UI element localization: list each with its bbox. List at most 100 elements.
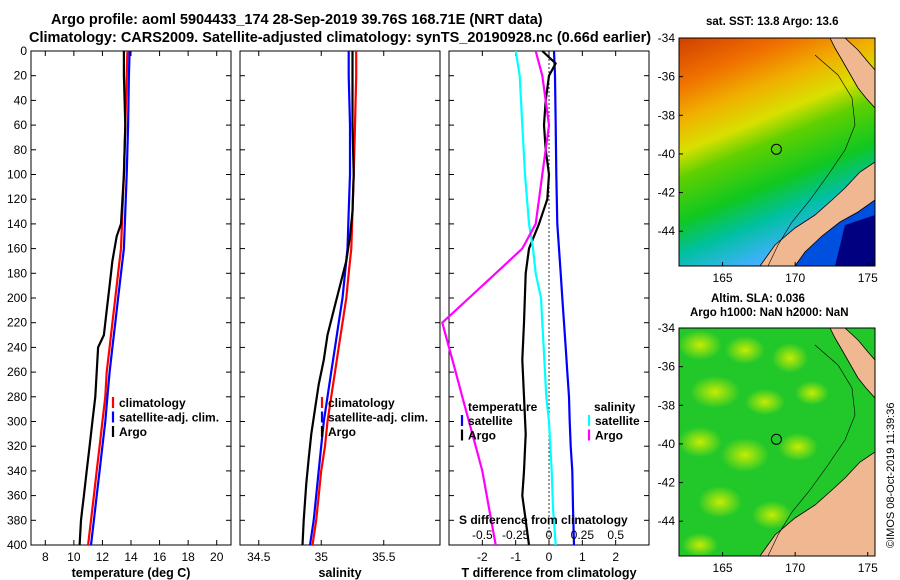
imos-timestamp: ©IMOS 08-Oct-2019 11:39:36: [885, 403, 897, 548]
title-line-2: Climatology: CARS2009. Satellite-adjuste…: [29, 30, 651, 46]
diff-top-xtick-label: -0.25: [502, 528, 530, 542]
salinity-legend-label: satellite-adj. clim.: [328, 411, 428, 425]
depth-tick-label: 20: [14, 69, 28, 83]
temperature-legend-label: Argo: [119, 425, 147, 439]
sla-anomaly-blob: [679, 427, 722, 457]
sst-float-marker: [770, 143, 782, 155]
sla-map-ytick-label: -38: [658, 398, 676, 412]
depth-tick-label: 360: [7, 489, 27, 503]
temperature-xtick-label: 12: [96, 550, 110, 564]
sst-map-ytick-label: -38: [658, 108, 676, 122]
salinity-xlabel: salinity: [318, 566, 361, 580]
depth-tick-label: 200: [7, 291, 27, 305]
depth-tick-label: 100: [7, 168, 27, 182]
salinity-xtick-label: 34.5: [247, 550, 271, 564]
sla-anomaly-blob: [698, 486, 742, 518]
sla-anomaly-blob: [679, 330, 722, 360]
diff-top-xtick-label: -0.5: [472, 528, 493, 542]
temperature-axes-frame: [30, 50, 232, 546]
sst-map-title: sat. SST: 13.8 Argo: 13.6: [706, 16, 839, 28]
sla-map-xtick-label: 170: [785, 561, 805, 575]
difference-panel: -2 -1 0 1 2 T difference from climatology temp…: [441, 50, 650, 580]
depth-tick-label: 380: [7, 513, 27, 527]
depth-tick-label: 160: [7, 242, 27, 256]
difference-series-t-satellite: [552, 50, 576, 546]
sla-map-subtitle: Argo h1000: NaN h2000: NaN: [690, 307, 849, 319]
depth-tick-label: 300: [7, 415, 27, 429]
temperature-xtick-label: 10: [67, 550, 81, 564]
difference-series-s-argo: [441, 50, 551, 546]
sst-map-xtick-label: 165: [713, 271, 733, 285]
temperature-xtick-label: 8: [42, 550, 49, 564]
salinity-panel: 34.5 35 35.5 salinity climatologysatellite-a…: [239, 50, 441, 580]
depth-tick-label: 220: [7, 316, 27, 330]
sst-map-xtick-label: 175: [858, 271, 878, 285]
depth-tick-label: 260: [7, 365, 27, 379]
sla-map-ytick-label: -40: [658, 437, 676, 451]
sla-float-marker: [770, 433, 782, 445]
diff-top-xtick-label: 0.5: [607, 528, 624, 542]
depth-tick-label: 40: [14, 93, 28, 107]
sla-anomaly-blob: [690, 376, 740, 408]
depth-tick-label: 240: [7, 340, 27, 354]
temperature-xtick-label: 14: [124, 550, 138, 564]
sst-frame: [678, 37, 876, 267]
sla-new-zealand-south: [759, 451, 875, 556]
sst-map-xtick-label: 170: [785, 271, 805, 285]
sst-map-ytick-label: -34: [658, 31, 676, 45]
sst-map: sat. SST: 13.8 Argo: 13.6 165 170 175 -34 -3…: [658, 16, 878, 285]
legend-salinity-title: salinity: [594, 400, 636, 414]
diff-top-xlabel: S difference from climatology: [459, 513, 628, 527]
sla-anomaly-blob: [745, 389, 785, 415]
sla-map-xtick-label: 175: [858, 561, 878, 575]
sst-isobath: [767, 54, 856, 266]
depth-tick-label: 340: [7, 464, 27, 478]
sla-map-ytick-label: -42: [658, 476, 676, 490]
temperature-panel: 0 20 40 60 80 100 120 140 160 180 200 220 240 260 280 3…: [7, 44, 232, 580]
sst-navy-water: [835, 215, 875, 266]
depth-tick-label: 120: [7, 192, 27, 206]
diff-top-xtick-label: 0: [546, 528, 553, 542]
difference-xtick-label: -2: [477, 550, 488, 564]
sla-map-title: Altim. SLA: 0.036: [711, 293, 805, 305]
depth-tick-label: 280: [7, 390, 27, 404]
difference-xtick-label: 0: [546, 550, 553, 564]
sla-anomaly-blob: [725, 336, 765, 364]
sla-map-ytick-label: -36: [658, 360, 676, 374]
title-line-1: Argo profile: aoml 5904433_174 28-Sep-20…: [51, 12, 543, 28]
temperature-legend-label: satellite-adj. clim.: [119, 411, 219, 425]
sla-map-xtick-label: 165: [713, 561, 733, 575]
sla-anomaly-blob: [795, 381, 829, 405]
diff-legend-label: satellite: [468, 414, 513, 428]
depth-tick-label: 0: [20, 44, 27, 58]
difference-xtick-label: -1: [510, 550, 521, 564]
salinity-xtick-label: 35.5: [372, 550, 396, 564]
sst-new-zealand-north: [829, 38, 875, 109]
sla-new-zealand-north: [829, 328, 875, 399]
temperature-legend-label: climatology: [119, 396, 186, 410]
salinity-series-argo: [301, 51, 355, 546]
difference-xtick-label: 2: [612, 550, 619, 564]
temperature-series-satellite-adj-clim-: [89, 50, 131, 546]
temperature-series-argo: [78, 51, 127, 546]
depth-tick-label: 60: [14, 118, 28, 132]
difference-xtick-label: 1: [579, 550, 586, 564]
depth-tick-label: 140: [7, 217, 27, 231]
depth-tick-label: 80: [14, 143, 28, 157]
sst-map-ytick-label: -44: [658, 224, 676, 238]
sst-map-ytick-label: -42: [658, 186, 676, 200]
temperature-xtick-label: 16: [153, 550, 167, 564]
depth-tick-label: 320: [7, 439, 27, 453]
sla-anomaly-blob: [752, 501, 792, 529]
salinity-legend-label: climatology: [328, 396, 395, 410]
sla-map-ytick-label: -34: [658, 321, 676, 335]
sla-anomaly-blob: [721, 438, 769, 472]
temperature-xtick-label: 18: [181, 550, 195, 564]
sla-anomaly-blob: [682, 533, 718, 556]
salinity-legend-label: Argo: [328, 425, 356, 439]
depth-tick-label: 180: [7, 266, 27, 280]
difference-xlabel: T difference from climatology: [461, 566, 636, 580]
difference-series-s-satellite: [514, 50, 557, 546]
sst-map-ytick-label: -40: [658, 147, 676, 161]
sst-map-ytick-label: -36: [658, 70, 676, 84]
